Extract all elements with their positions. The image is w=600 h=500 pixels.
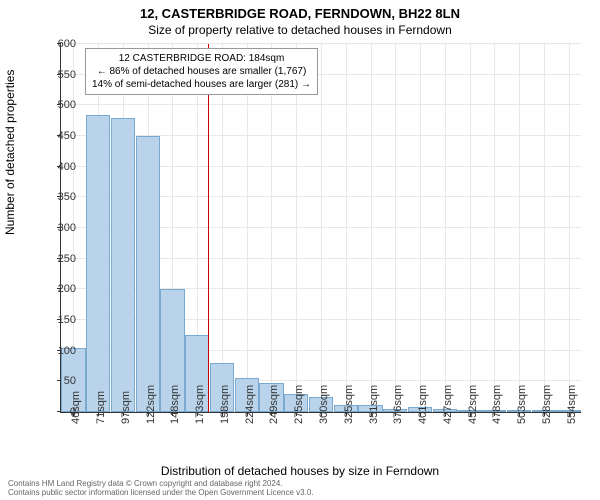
reference-line	[208, 44, 209, 412]
gridline-v	[371, 44, 372, 412]
histogram-bar	[136, 136, 160, 412]
gridline-v	[222, 44, 223, 412]
gridline-v	[519, 44, 520, 412]
gridline-v	[395, 44, 396, 412]
gridline-v	[321, 44, 322, 412]
ytick-label: 250	[46, 253, 76, 265]
ytick-label: 100	[46, 345, 76, 357]
chart-container: 12, CASTERBRIDGE ROAD, FERNDOWN, BH22 8L…	[0, 0, 600, 500]
ytick-label: 600	[46, 38, 76, 50]
gridline-v	[470, 44, 471, 412]
footer-line-1: Contains HM Land Registry data © Crown c…	[8, 479, 314, 489]
gridline-v	[445, 44, 446, 412]
annotation-box: 12 CASTERBRIDGE ROAD: 184sqm ← 86% of de…	[85, 48, 318, 95]
histogram-bar	[111, 118, 135, 412]
title-main: 12, CASTERBRIDGE ROAD, FERNDOWN, BH22 8L…	[0, 0, 600, 21]
ytick-label: 400	[46, 161, 76, 173]
ytick-label: 50	[46, 375, 76, 387]
y-axis-label: Number of detached properties	[3, 70, 17, 235]
gridline-v	[247, 44, 248, 412]
ytick-label: 150	[46, 314, 76, 326]
gridline-v	[494, 44, 495, 412]
gridline-v	[569, 44, 570, 412]
x-axis-label: Distribution of detached houses by size …	[0, 464, 600, 478]
gridline-v	[544, 44, 545, 412]
annotation-line-3: 14% of semi-detached houses are larger (…	[92, 78, 311, 91]
footer: Contains HM Land Registry data © Crown c…	[8, 479, 314, 498]
gridline-v	[346, 44, 347, 412]
annotation-line-1: 12 CASTERBRIDGE ROAD: 184sqm	[92, 52, 311, 65]
ytick-label: 500	[46, 99, 76, 111]
gridline-v	[420, 44, 421, 412]
annotation-line-2: ← 86% of detached houses are smaller (1,…	[92, 65, 311, 78]
gridline-v	[296, 44, 297, 412]
ytick-label: 350	[46, 191, 76, 203]
title-sub: Size of property relative to detached ho…	[0, 21, 600, 37]
footer-line-2: Contains public sector information licen…	[8, 488, 314, 498]
ytick-label: 200	[46, 283, 76, 295]
gridline-v	[271, 44, 272, 412]
ytick-label: 450	[46, 130, 76, 142]
ytick-label: 550	[46, 69, 76, 81]
chart-plot-area: 12 CASTERBRIDGE ROAD: 184sqm ← 86% of de…	[60, 44, 581, 413]
histogram-bar	[86, 115, 110, 412]
ytick-label: 300	[46, 222, 76, 234]
